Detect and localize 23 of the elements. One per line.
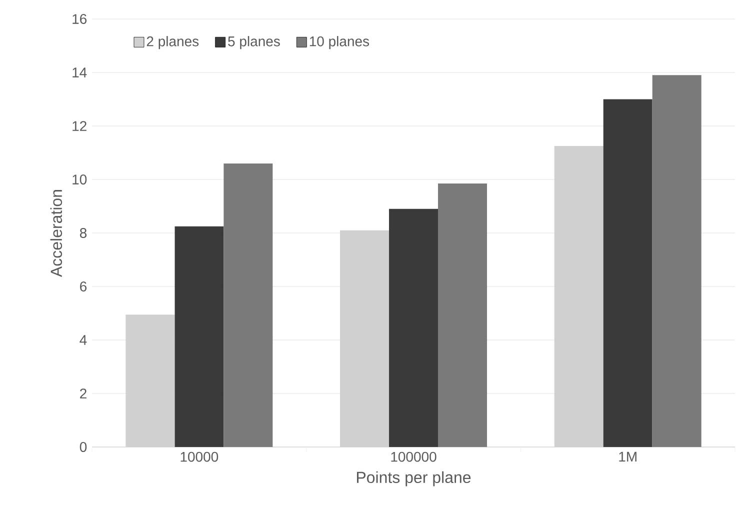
y-tick-label: 10 <box>72 174 87 184</box>
legend-label: 2 planes <box>146 36 199 50</box>
y-tick-label: 4 <box>80 335 87 345</box>
y-tick-label: 8 <box>80 228 87 238</box>
x-tick-label: 100000 <box>391 452 436 462</box>
y-tick-label: 12 <box>72 121 86 131</box>
y-tick-label: 2 <box>80 388 86 398</box>
x-tick-label: 1M <box>619 452 636 462</box>
bar <box>389 208 438 447</box>
bar <box>652 75 702 447</box>
y-tick-label: 16 <box>72 14 87 24</box>
y-tick-label: 0 <box>80 442 87 452</box>
bar <box>603 99 652 447</box>
y-axis-title: Acceleration <box>50 190 62 277</box>
x-axis-title: Points per plane <box>357 471 471 486</box>
x-tick-label: 10000 <box>180 452 218 462</box>
y-tick-label: 14 <box>72 68 87 78</box>
bar <box>174 226 224 447</box>
bar <box>438 184 488 447</box>
legend-label: 5 planes <box>228 36 280 50</box>
y-tick-label: 6 <box>80 282 87 292</box>
legend-label: 10 planes <box>310 36 370 50</box>
bar <box>224 163 273 447</box>
